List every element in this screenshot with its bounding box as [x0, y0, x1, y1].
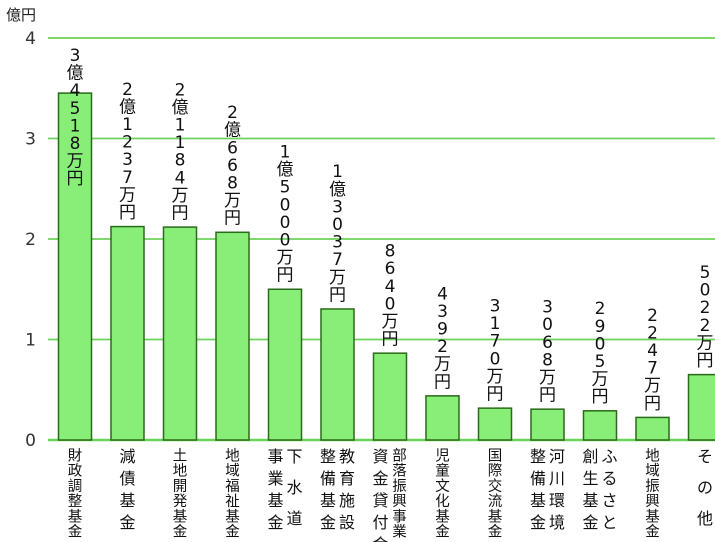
data-label: 3 1 7 0 万円: [487, 297, 504, 405]
data-label: 2 9 0 5 万円: [592, 299, 609, 407]
x-category-label: 教育施設: [339, 447, 355, 532]
bar: [582, 410, 618, 441]
data-label: 1 億 5 0 0 0 万円: [277, 142, 294, 285]
data-labels: 3 億 4 5 1 8 万円 2 億 1 2 3 7 万円 2 億 1 1 8 4 万円 2 億 6 6 8 万円 1 億 5 0 0 0 万円 1…: [67, 46, 714, 414]
bar: [530, 408, 565, 441]
x-category-label: 土地開発基金: [173, 448, 188, 541]
bar: [687, 373, 715, 441]
x-category-label: 創生基金: [582, 447, 598, 532]
x-category-label: 整備基金: [320, 447, 336, 532]
x-axis-categories: 財政調整基金減債基金土地開発基金地域福祉基金下水道事業基金教育施設整備基金部落振…: [68, 447, 713, 542]
data-label: 1 億 3 0 3 7 万円: [329, 162, 346, 305]
bar: [215, 231, 250, 441]
x-category-label: 児童文化基金: [435, 448, 450, 541]
x-category-label: 整備基金: [530, 447, 546, 532]
x-category-label: 国際交流基金: [488, 449, 503, 541]
x-category-label: その他: [697, 447, 713, 528]
y-tick-label: 1: [25, 331, 36, 351]
x-category-label: 地域振興基金: [645, 448, 660, 541]
bar: [57, 92, 93, 441]
x-category-label: 下水道: [286, 447, 302, 528]
x-category-label: 部落振興事業: [392, 448, 407, 541]
y-axis-ticks: 0 1 2 3 4: [25, 29, 36, 451]
data-label: 3 0 6 8 万円: [539, 298, 556, 406]
y-tick-label: 3: [25, 130, 36, 150]
bar: [425, 395, 460, 441]
bar: [320, 308, 355, 441]
x-category-label: 事業基金: [267, 447, 283, 532]
y-tick-label: 4: [25, 29, 36, 49]
x-category-label: ふるさと: [601, 447, 617, 532]
bar: [635, 416, 670, 441]
y-tick-label: 0: [25, 431, 36, 451]
x-category-label: 河川環境: [549, 447, 565, 532]
data-label: 8 6 4 0 万円: [382, 242, 399, 350]
data-label: 3 億 4 5 1 8 万円: [67, 46, 84, 189]
bar: [162, 226, 198, 441]
x-category-label: 資金貸付金: [372, 447, 388, 542]
data-label: 5 0 2 2 万円: [697, 263, 714, 371]
y-tick-label: 2: [25, 230, 36, 250]
data-label: 2 2 4 7 万円: [644, 306, 661, 414]
x-category-label: 減債基金: [119, 447, 135, 532]
bar: [110, 225, 145, 441]
bar: [372, 352, 408, 441]
bar: [477, 407, 513, 441]
bar: [267, 288, 303, 441]
x-category-label: 地域福祉基金: [225, 448, 240, 541]
y-axis-unit-label: 億円: [6, 6, 36, 24]
bars: [57, 92, 715, 441]
data-label: 2 億 6 6 8 万円: [224, 103, 241, 229]
data-label: 2 億 1 1 8 4 万円: [172, 80, 189, 223]
x-category-label: 財政調整基金: [68, 448, 83, 541]
data-label: 2 億 1 2 3 7 万円: [119, 80, 136, 223]
data-label: 4 3 9 2 万円: [434, 284, 451, 392]
